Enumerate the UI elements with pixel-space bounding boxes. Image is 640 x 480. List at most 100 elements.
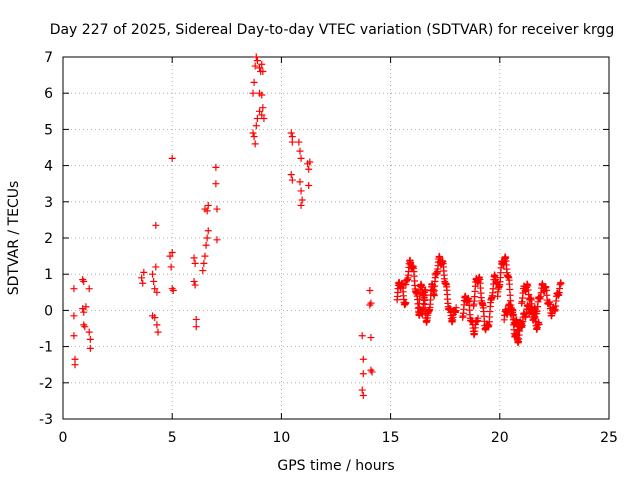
data-point	[169, 286, 177, 294]
data-point	[359, 355, 367, 363]
data-point	[256, 107, 264, 115]
data-point	[85, 328, 93, 336]
data-point	[70, 332, 78, 340]
data-point	[168, 248, 176, 256]
data-point	[358, 386, 366, 394]
data-point	[287, 171, 295, 179]
y-tick-label: -1	[39, 340, 53, 356]
data-point	[70, 312, 78, 320]
y-tick-label: -2	[39, 376, 53, 392]
y-tick-label: 2	[44, 231, 53, 247]
data-point	[191, 281, 199, 289]
data-point	[199, 267, 207, 275]
data-point	[258, 60, 266, 68]
data-point	[535, 320, 543, 328]
y-axis-label: SDTVAR / TECUs	[6, 181, 22, 296]
data-point	[190, 254, 198, 262]
x-tick-label: 15	[382, 430, 400, 446]
data-point	[82, 303, 90, 311]
data-point	[252, 53, 260, 61]
data-point	[191, 259, 199, 267]
data-point	[86, 335, 94, 343]
data-point	[474, 314, 482, 322]
data-point	[139, 279, 147, 287]
data-point	[305, 182, 313, 190]
data-point	[203, 234, 211, 242]
x-tick-label: 25	[600, 430, 618, 446]
data-point	[367, 299, 375, 307]
data-points	[70, 53, 565, 399]
data-point	[367, 366, 375, 374]
data-point	[81, 323, 89, 331]
y-tick-label: 3	[44, 195, 53, 211]
data-point	[213, 236, 221, 244]
data-point	[366, 301, 374, 309]
data-point	[296, 147, 304, 155]
data-point	[256, 64, 264, 72]
data-point	[359, 391, 367, 399]
data-point	[452, 304, 460, 312]
data-point	[258, 91, 266, 99]
data-point	[192, 323, 200, 331]
data-point	[70, 285, 78, 293]
data-point	[297, 187, 305, 195]
data-point	[140, 268, 148, 276]
y-tick-label: 4	[44, 159, 53, 175]
data-point	[204, 227, 212, 235]
x-axis-label: GPS time / hours	[277, 458, 394, 474]
data-point	[192, 315, 200, 323]
data-point	[138, 274, 146, 282]
data-point	[288, 138, 296, 146]
data-point	[287, 129, 295, 137]
data-point	[213, 205, 221, 213]
data-point	[359, 370, 367, 378]
data-point	[368, 368, 376, 376]
data-point	[151, 285, 159, 293]
data-point	[297, 201, 305, 209]
data-point	[80, 277, 88, 285]
data-point	[150, 277, 158, 285]
data-point	[204, 201, 212, 209]
y-tick-label: -3	[39, 412, 53, 428]
data-point	[252, 122, 260, 130]
data-point	[253, 115, 261, 123]
x-tick-label: 20	[491, 430, 509, 446]
data-point	[151, 314, 159, 322]
data-point	[152, 221, 160, 229]
data-point	[298, 196, 306, 204]
data-point	[296, 178, 304, 186]
data-point	[258, 111, 266, 119]
y-tick-label: 1	[44, 267, 53, 283]
data-point	[80, 308, 88, 316]
data-point	[154, 328, 162, 336]
data-point	[260, 115, 268, 123]
data-point	[202, 241, 210, 249]
data-point	[168, 154, 176, 162]
data-point	[86, 344, 94, 352]
x-tick-label: 10	[272, 430, 290, 446]
data-point	[212, 163, 220, 171]
grid	[63, 57, 609, 419]
data-point	[85, 285, 93, 293]
data-point	[249, 89, 257, 97]
data-point	[297, 154, 305, 162]
data-point	[295, 138, 303, 146]
data-point	[167, 263, 175, 271]
data-point	[152, 263, 160, 271]
data-point	[366, 286, 374, 294]
data-point	[168, 285, 176, 293]
data-point	[251, 140, 259, 148]
data-point	[71, 361, 79, 369]
data-point	[79, 276, 87, 284]
data-point	[367, 334, 375, 342]
data-point	[203, 207, 211, 215]
data-point	[80, 321, 88, 329]
data-point	[557, 279, 565, 287]
data-point	[166, 252, 174, 260]
y-tick-label: 6	[44, 86, 53, 102]
data-point	[153, 288, 161, 296]
data-point	[306, 158, 314, 166]
data-point	[250, 133, 258, 141]
data-point	[259, 104, 267, 112]
data-point	[153, 321, 161, 329]
